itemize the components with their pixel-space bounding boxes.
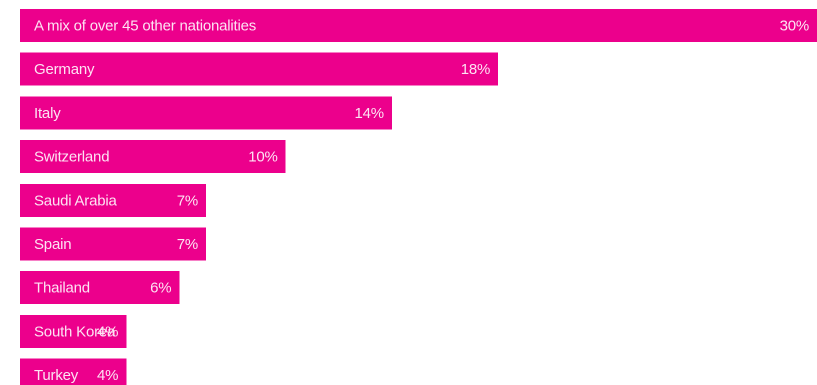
bar-category-label: Switzerland xyxy=(34,149,109,166)
bar-category-label: Italy xyxy=(34,105,61,122)
bar xyxy=(20,140,286,174)
bar-value-label: 6% xyxy=(150,280,171,297)
bar-value-label: 4% xyxy=(97,367,118,384)
bar-group: Germany 18% xyxy=(20,52,499,86)
bar xyxy=(20,358,127,385)
bar-value-label: 7% xyxy=(177,192,198,209)
bar-group: Switzerland 10% xyxy=(20,140,286,174)
bar-category-label: Thailand xyxy=(34,280,90,297)
bar xyxy=(20,96,392,130)
bar-category-label: Germany xyxy=(34,61,95,78)
bar xyxy=(20,227,206,261)
bar-group: Turkey 4% xyxy=(20,358,127,385)
bar-category-label: Spain xyxy=(34,236,71,253)
bar-category-label: South Korea xyxy=(34,323,116,340)
bar-category-label: A mix of over 45 other nationalities xyxy=(34,18,256,35)
bar xyxy=(20,271,180,305)
bar-value-label: 30% xyxy=(780,18,809,35)
bar xyxy=(20,314,127,348)
bar xyxy=(20,52,499,86)
bar-group: A mix of over 45 other nationalities 30% xyxy=(20,9,817,42)
bar-value-label: 18% xyxy=(461,61,490,78)
bar-group: Thailand 6% xyxy=(20,271,180,305)
bar-group: Saudi Arabia 7% xyxy=(20,183,206,217)
bar-category-label: Turkey xyxy=(34,367,79,384)
bar-group: Spain 7% xyxy=(20,227,206,261)
bar-category-label: Saudi Arabia xyxy=(34,192,118,209)
bar xyxy=(20,9,817,42)
bar xyxy=(20,183,206,217)
bar-value-label: 10% xyxy=(248,149,277,166)
bar-value-label: 4% xyxy=(97,323,118,340)
bar-value-label: 7% xyxy=(177,236,198,253)
bar-group: Italy 14% xyxy=(20,96,392,130)
bar-value-label: 14% xyxy=(354,105,383,122)
